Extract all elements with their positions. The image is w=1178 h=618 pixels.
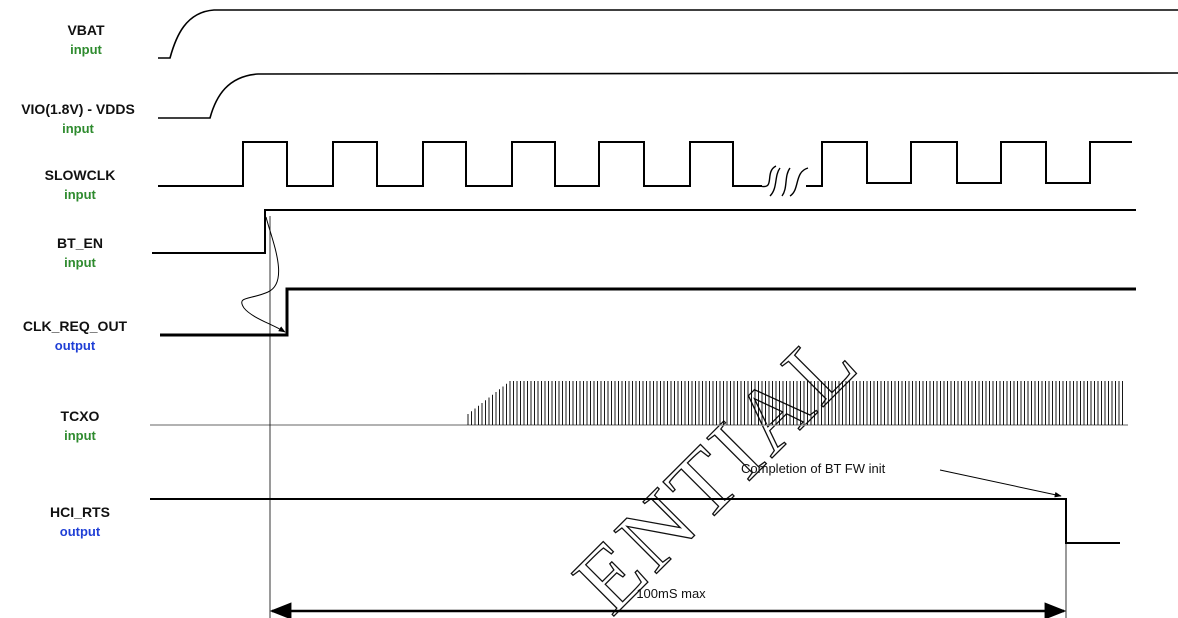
signal-direction-slowclk: input xyxy=(64,187,96,202)
tcxo-pulse-train xyxy=(467,381,1123,425)
signal-direction-vio: input xyxy=(62,121,94,136)
signal-name-vio: VIO(1.8V) - VDDS xyxy=(21,101,135,117)
fw-init-pointer xyxy=(939,469,1062,498)
bt-en-to-clk-req-arrow xyxy=(241,216,286,333)
vio-waveform xyxy=(158,72,1178,119)
signal-name-bt-en: BT_EN xyxy=(57,235,103,251)
signal-name-tcxo: TCXO xyxy=(61,408,100,424)
slowclk-waveform-segment-1 xyxy=(158,141,762,187)
fw-init-note: Completion of BT FW init xyxy=(741,461,886,476)
timing-max-label: 100mS max xyxy=(636,586,706,601)
slowclk-waveform-segment-2 xyxy=(806,141,1132,187)
signal-direction-clk-req-out: output xyxy=(55,338,96,353)
signal-name-clk-req-out: CLK_REQ_OUT xyxy=(23,318,128,334)
bt-en-waveform xyxy=(152,209,1136,254)
slowclk-break-mark xyxy=(759,165,809,197)
vbat-waveform xyxy=(158,9,1178,59)
signal-labels: VBAT input VIO(1.8V) - VDDS input SLOWCL… xyxy=(21,22,135,539)
tcxo-oscillation xyxy=(467,381,1123,425)
signal-direction-hci-rts: output xyxy=(60,524,101,539)
signal-direction-vbat: input xyxy=(70,42,102,57)
signal-name-slowclk: SLOWCLK xyxy=(45,167,116,183)
clk-req-out-waveform xyxy=(160,287,1136,337)
signal-name-hci-rts: HCI_RTS xyxy=(50,504,110,520)
signal-direction-bt-en: input xyxy=(64,255,96,270)
signal-direction-tcxo: input xyxy=(64,428,96,443)
signal-name-vbat: VBAT xyxy=(67,22,105,38)
